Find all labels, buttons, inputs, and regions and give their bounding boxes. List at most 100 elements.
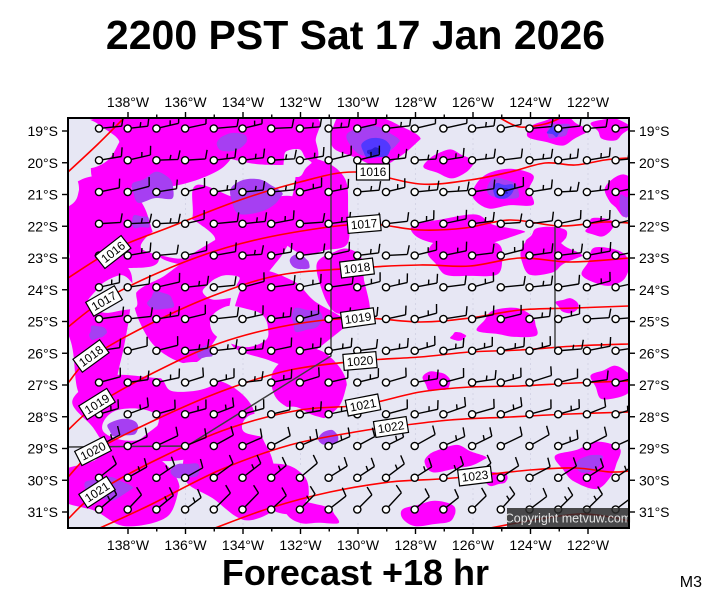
wind-barb xyxy=(123,242,152,260)
longitude-label-bottom: 132°W xyxy=(279,537,322,553)
precipitation-area xyxy=(68,172,80,207)
wind-barb xyxy=(582,426,608,451)
wind-barb xyxy=(553,181,580,197)
wind-barb xyxy=(295,337,322,356)
wind-barb xyxy=(266,426,291,451)
longitude-label-bottom: 128°W xyxy=(394,537,437,553)
wind-barb xyxy=(611,282,629,292)
wind-barb xyxy=(94,486,118,514)
wind-barb xyxy=(439,181,470,197)
isobar-label-text: 1021 xyxy=(349,396,378,415)
wind-barb xyxy=(410,335,436,356)
latitude-label-right: 30°S xyxy=(639,472,670,488)
wind-barb xyxy=(123,213,153,229)
wind-barb xyxy=(123,307,153,324)
isobar-label-text: 1017 xyxy=(350,216,378,232)
axis-ticks xyxy=(62,112,635,534)
wind-barb xyxy=(381,484,402,514)
wind-barb xyxy=(525,243,554,260)
wind-barb xyxy=(582,308,612,324)
wind-barb xyxy=(439,488,460,514)
page-title: 2200 PST Sat 17 Jan 2026 xyxy=(105,12,606,58)
wind-barb xyxy=(582,397,607,419)
wind-barb xyxy=(611,251,629,260)
wind-barb xyxy=(123,145,152,165)
wind-barb xyxy=(525,457,551,483)
wind-barb xyxy=(553,339,584,356)
wind-barb xyxy=(295,177,323,197)
wind-barb xyxy=(123,458,148,483)
wind-barb xyxy=(525,179,553,197)
longitude-label-bottom: 124°W xyxy=(509,537,552,553)
wind-barb xyxy=(410,303,438,324)
wind-barb xyxy=(266,456,287,483)
wind-barb xyxy=(295,243,326,260)
wind-barb xyxy=(525,307,552,324)
wind-barb xyxy=(266,118,295,133)
wind-barb xyxy=(238,245,265,260)
wind-barb xyxy=(352,118,377,133)
wind-barb xyxy=(496,240,524,260)
longitude-label-bottom: 136°W xyxy=(164,537,207,553)
wind-barb xyxy=(381,399,408,419)
isobar-line xyxy=(68,157,629,279)
isobar-label-text: 1019 xyxy=(344,309,373,327)
map-frame xyxy=(67,117,630,529)
precipitation-area xyxy=(147,291,175,310)
wind-barb xyxy=(553,274,581,292)
precipitation-area xyxy=(590,365,629,400)
wind-barb xyxy=(123,370,150,387)
latitude-label-left: 21°S xyxy=(27,187,58,203)
wind-barb xyxy=(152,399,176,419)
wind-barb xyxy=(410,369,439,387)
wind-barb xyxy=(295,304,320,324)
wind-barb xyxy=(123,336,148,356)
wind-barb xyxy=(209,307,240,324)
wind-barb xyxy=(496,118,522,133)
wind-barb xyxy=(467,487,487,514)
wind-barb xyxy=(180,178,206,197)
precipitation-area xyxy=(590,118,629,141)
wind-barb xyxy=(352,486,373,514)
longitude-label-top: 136°W xyxy=(164,94,207,110)
wind-barb xyxy=(266,210,295,229)
wind-barb xyxy=(123,486,143,514)
precipitation-area xyxy=(170,463,200,479)
longitude-label-bottom: 122°W xyxy=(567,537,610,553)
wind-barb xyxy=(439,455,465,483)
wind-barb xyxy=(381,337,409,356)
wind-barb xyxy=(295,118,323,133)
latitude-label-left: 25°S xyxy=(27,314,58,330)
latitude-label-left: 28°S xyxy=(27,409,58,425)
isobar-label: 1021 xyxy=(344,393,382,417)
wind-barb xyxy=(439,209,468,229)
wind-barb xyxy=(611,405,629,419)
model-label: M3 xyxy=(679,574,702,591)
wind-barb xyxy=(295,401,322,419)
wind-barb xyxy=(180,275,210,292)
wind-barb xyxy=(525,399,552,419)
wind-barb xyxy=(238,180,266,197)
precipitation-area xyxy=(525,226,568,247)
wind-barb xyxy=(324,456,348,483)
latitude-label-right: 22°S xyxy=(639,218,670,234)
wind-barb xyxy=(152,150,181,165)
precipitation-area xyxy=(619,194,629,218)
wind-barb xyxy=(180,118,207,133)
wind-barb xyxy=(582,241,612,260)
wind-barb xyxy=(238,484,260,514)
isobar-label: 1020 xyxy=(342,350,378,372)
wind-barb xyxy=(410,400,439,419)
wind-barb xyxy=(266,487,287,514)
wind-barb xyxy=(152,426,179,451)
longitude-label-top: 122°W xyxy=(567,94,610,110)
wind-barb xyxy=(611,465,629,483)
wind-barb xyxy=(553,243,584,260)
wind-barb xyxy=(209,454,234,483)
latitude-label-left: 24°S xyxy=(27,282,58,298)
precipitation-area xyxy=(520,236,583,276)
wind-barb xyxy=(525,366,553,387)
precipitation-area xyxy=(131,171,174,204)
wind-barb xyxy=(266,400,291,419)
wind-barb xyxy=(496,426,523,451)
